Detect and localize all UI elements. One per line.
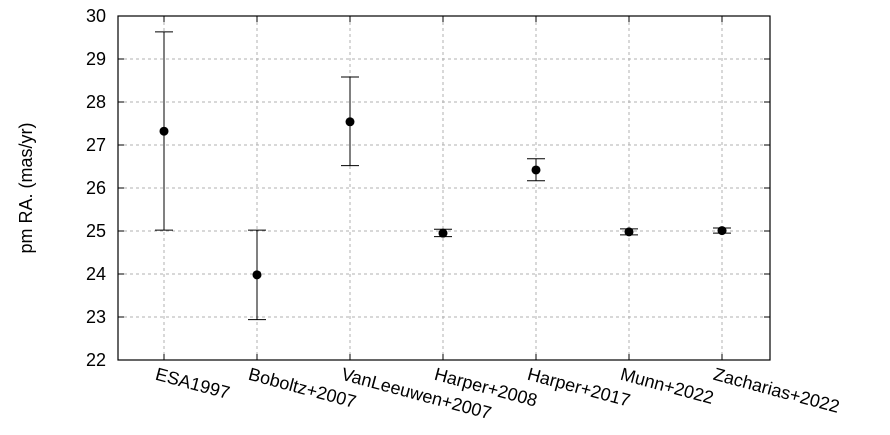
x-tick-label: Harper+2017 (525, 364, 632, 411)
data-point (438, 228, 448, 238)
y-tick-label: 24 (86, 264, 106, 284)
data-point (531, 165, 541, 175)
x-tick-label: Munn+2022 (618, 364, 716, 408)
data-point (159, 126, 169, 136)
data-point (624, 227, 634, 237)
grid (118, 16, 770, 360)
y-axis-ticks: 22 23 24 25 26 27 28 29 30 (86, 6, 770, 370)
data-points (159, 117, 727, 280)
data-point (252, 270, 262, 280)
y-tick-label: 28 (86, 92, 106, 112)
y-tick-label: 25 (86, 221, 106, 241)
x-tick-label: Boboltz+2007 (246, 364, 358, 412)
y-tick-label: 27 (86, 135, 106, 155)
y-tick-label: 23 (86, 307, 106, 327)
data-point (717, 226, 727, 236)
y-tick-label: 22 (86, 350, 106, 370)
data-point (345, 117, 355, 127)
y-tick-label: 29 (86, 49, 106, 69)
y-axis-label: pm RA. (mas/yr) (16, 122, 36, 253)
x-tick-label: Zacharias+2022 (711, 364, 841, 417)
y-tick-label: 26 (86, 178, 106, 198)
x-tick-label: ESA1997 (153, 364, 232, 403)
y-tick-label: 30 (86, 6, 106, 26)
